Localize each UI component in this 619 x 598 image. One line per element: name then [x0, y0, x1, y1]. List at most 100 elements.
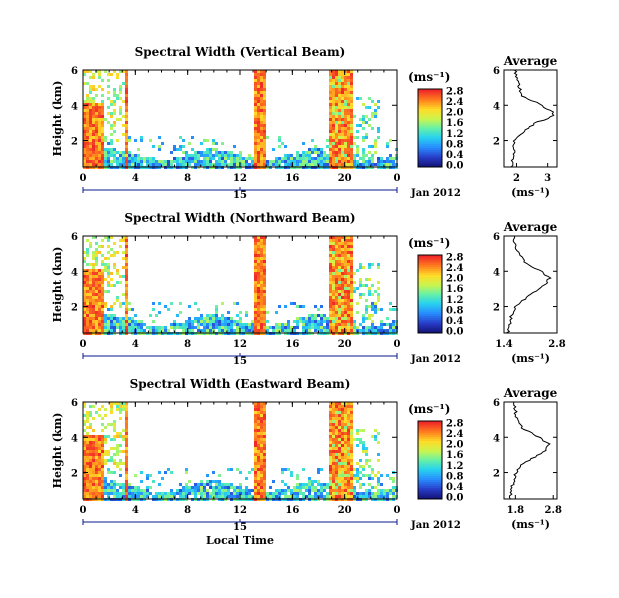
colorbar-step: [418, 94, 442, 98]
heatmap-cell: [341, 151, 344, 154]
heatmap-cell: [344, 97, 347, 100]
heatmap-cell: [320, 163, 323, 166]
heatmap-cell: [323, 489, 326, 492]
heatmap-cell: [125, 121, 128, 124]
heatmap-cell: [257, 311, 260, 314]
heatmap-cell: [344, 453, 347, 456]
heatmap-cell: [164, 495, 167, 498]
heatmap-cell: [209, 320, 212, 323]
heatmap-cell: [131, 308, 134, 311]
heatmap-cell: [260, 269, 263, 272]
heatmap-cell: [338, 124, 341, 127]
heatmap-cell: [152, 157, 155, 160]
heatmap-cell: [392, 160, 395, 163]
heatmap-cell: [374, 486, 377, 489]
heatmap-cell: [332, 121, 335, 124]
heatmap-cell: [338, 290, 341, 293]
heatmap-cell: [389, 477, 392, 480]
heatmap-cell: [338, 411, 341, 414]
heatmap-cell: [110, 329, 113, 332]
heatmap-cell: [269, 160, 272, 163]
heatmap-cell: [386, 160, 389, 163]
heatmap-cell: [227, 329, 230, 332]
heatmap-cell: [368, 124, 371, 127]
heatmap-cell: [374, 163, 377, 166]
heatmap-cell: [200, 486, 203, 489]
colorbar-step: [418, 481, 442, 484]
heatmap-cell: [377, 163, 380, 166]
heatmap-cell: [206, 495, 209, 498]
colorbar-step: [418, 465, 442, 469]
heatmap-cell: [101, 489, 104, 492]
heatmap-cell: [347, 133, 350, 136]
heatmap-cell: [83, 441, 86, 444]
heatmap-cell: [329, 462, 332, 465]
heatmap-cell: [263, 266, 266, 269]
heatmap-cell: [350, 465, 353, 468]
heatmap-cell: [386, 142, 389, 145]
heatmap-cell: [107, 314, 110, 317]
heatmap-cell: [290, 154, 293, 157]
heatmap-cell: [332, 420, 335, 423]
heatmap-cell: [218, 474, 221, 477]
heatmap-cell: [338, 432, 341, 435]
heatmap-cell: [347, 320, 350, 323]
colorbar-step: [418, 446, 442, 449]
colorbar-tick-label: 2.8: [446, 253, 463, 264]
heatmap-cell: [350, 456, 353, 459]
heatmap-cell: [362, 447, 365, 450]
heatmap-cell: [293, 160, 296, 163]
colorbar-step: [418, 264, 442, 268]
heatmap-cell: [95, 299, 98, 302]
colorbar-step: [418, 440, 442, 443]
heatmap-cell: [377, 329, 380, 332]
heatmap-cell: [95, 157, 98, 160]
heatmap-cell: [347, 326, 350, 329]
heatmap-cell: [293, 157, 296, 160]
heatmap-cell: [140, 471, 143, 474]
heatmap-cell: [335, 486, 338, 489]
heatmap-cell: [95, 139, 98, 142]
heatmap-cell: [338, 136, 341, 139]
heatmap-cell: [119, 70, 122, 73]
heatmap-cell: [83, 489, 86, 492]
heatmap-cell: [392, 329, 395, 332]
heatmap-cell: [362, 326, 365, 329]
heatmap-cell: [125, 444, 128, 447]
heatmap-cell: [125, 447, 128, 450]
heatmap-cell: [89, 489, 92, 492]
heatmap-cell: [125, 154, 128, 157]
heatmap-cell: [350, 112, 353, 115]
heatmap-cell: [197, 151, 200, 154]
heatmap-cell: [266, 326, 269, 329]
heatmap-cell: [341, 269, 344, 272]
heatmap-cell: [116, 251, 119, 254]
heatmap-cell: [173, 320, 176, 323]
heatmap-cell: [254, 429, 257, 432]
heatmap-cell: [329, 76, 332, 79]
heatmap-cell: [98, 471, 101, 474]
heatmap-cell: [386, 163, 389, 166]
heatmap-cell: [284, 495, 287, 498]
heatmap-cell: [227, 489, 230, 492]
colorbar-step: [418, 147, 442, 150]
heatmap-cell: [200, 151, 203, 154]
heatmap-cell: [332, 311, 335, 314]
heatmap-cell: [125, 245, 128, 248]
heatmap-cell: [92, 151, 95, 154]
heatmap-cell: [131, 154, 134, 157]
heatmap-cell: [335, 82, 338, 85]
heatmap-cell: [122, 124, 125, 127]
heatmap-cell: [98, 272, 101, 275]
heatmap-cell: [365, 278, 368, 281]
heatmap-cell: [299, 483, 302, 486]
heatmap-cell: [371, 163, 374, 166]
heatmap-cell: [335, 142, 338, 145]
heatmap-cell: [362, 127, 365, 130]
heatmap-cell: [233, 163, 236, 166]
heatmap-cell: [173, 326, 176, 329]
heatmap-cell: [341, 435, 344, 438]
heatmap-cell: [365, 450, 368, 453]
heatmap-cell: [209, 326, 212, 329]
heatmap-cell: [263, 462, 266, 465]
